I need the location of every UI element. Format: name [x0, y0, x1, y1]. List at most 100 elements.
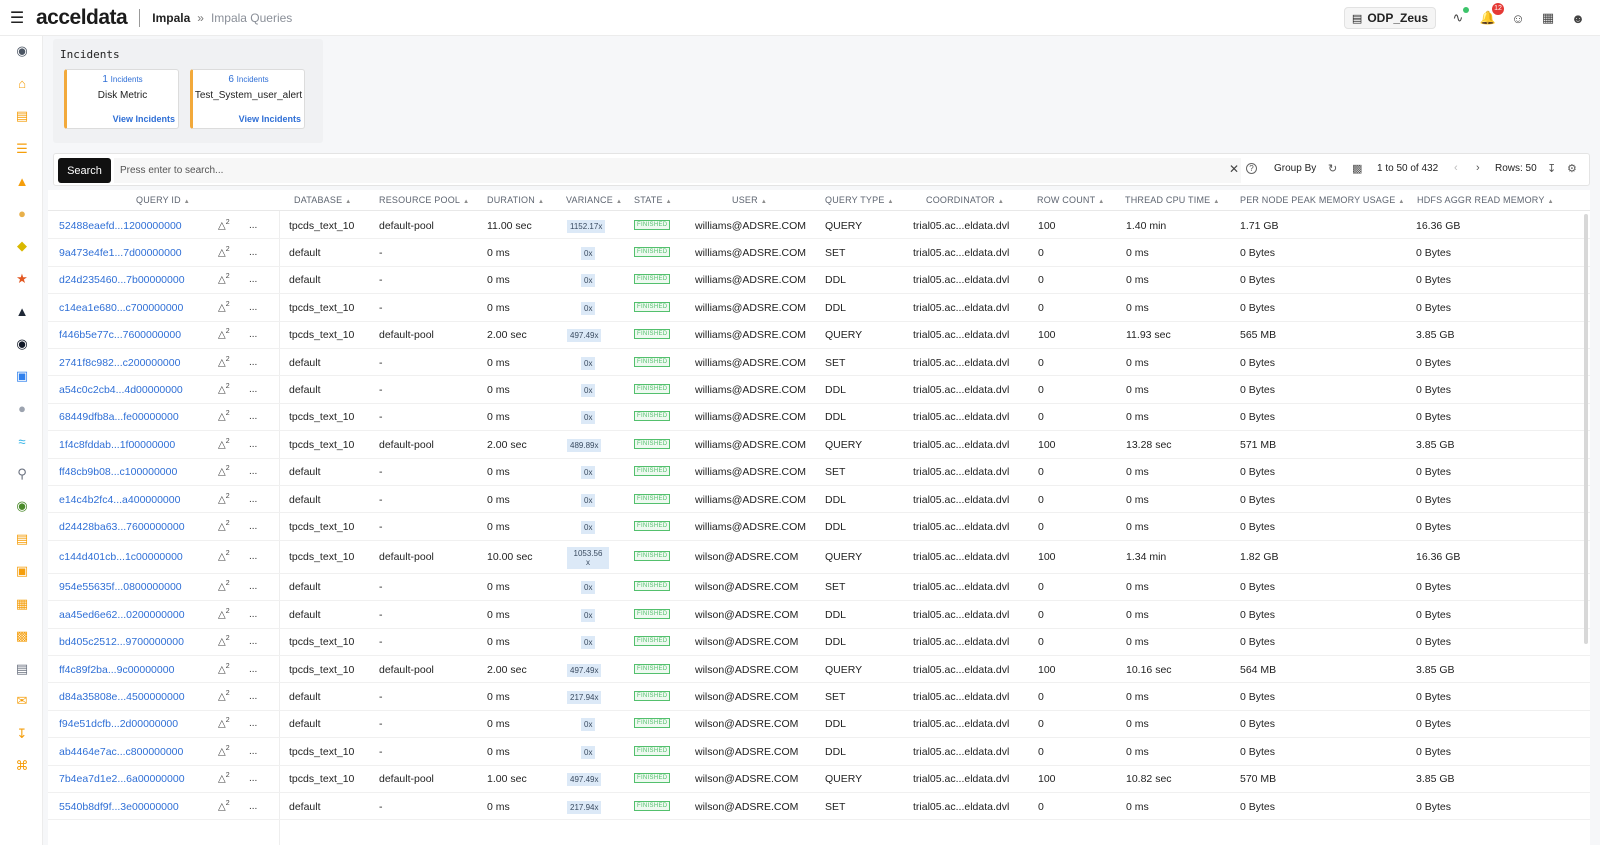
- query-id-link[interactable]: ff48cb9b08...c100000000: [59, 466, 178, 479]
- query-id-link[interactable]: 5540b8df9f...3e00000000: [59, 800, 179, 813]
- view-incidents-link[interactable]: View Incidents: [238, 114, 301, 124]
- user-icon[interactable]: ☻: [1571, 10, 1585, 26]
- sort-icon[interactable]: ▲︎: [537, 199, 545, 205]
- bee-icon[interactable]: ◆: [17, 238, 27, 253]
- column-header[interactable]: USER ▲︎: [732, 195, 767, 205]
- query-id-link[interactable]: ff4c89f2ba...9c00000000: [59, 663, 175, 676]
- column-header[interactable]: QUERY ID ▲︎: [136, 195, 190, 205]
- bell-icon[interactable]: 🔔 12: [1480, 3, 1504, 26]
- table-row[interactable]: 954e55635f...0800000000 △2... default - 0 ms…: [48, 574, 1590, 602]
- layers-icon[interactable]: ☰: [16, 140, 28, 156]
- next-page-icon[interactable]: ›: [1476, 162, 1480, 174]
- query-id-link[interactable]: 52488eaefd...1200000000: [59, 219, 182, 232]
- table-row[interactable]: f446b5e77c...7600000000 △2... tpcds_text_1…: [48, 322, 1590, 349]
- table-row[interactable]: 68449dfb8a...fe00000000 △2... tpcds_text_1…: [48, 404, 1590, 432]
- query-id-link[interactable]: d24428ba63...7600000000: [59, 521, 185, 534]
- table-row[interactable]: d24d235460...7b00000000 △2... default - 0 ms…: [48, 267, 1590, 295]
- more-options-button[interactable]: ...: [249, 356, 258, 368]
- menu-icon[interactable]: ☰: [9, 9, 25, 27]
- column-header[interactable]: HDFS AGGR READ MEMORY ▲︎: [1417, 195, 1554, 205]
- save-icon[interactable]: ▩: [1352, 163, 1363, 175]
- alert-icon[interactable]: △2: [218, 328, 230, 341]
- prev-page-icon[interactable]: ‹: [1454, 162, 1458, 174]
- settings-icon[interactable]: ⚙: [1567, 163, 1577, 175]
- hierarchy-icon[interactable]: ▲: [15, 173, 29, 189]
- zookeeper-icon[interactable]: ▣: [15, 368, 29, 383]
- query-id-link[interactable]: e14c4b2fc4...a400000000: [59, 493, 181, 506]
- sort-icon[interactable]: ▲︎: [1213, 199, 1220, 205]
- query-id-link[interactable]: a54c0c2cb4...4d00000000: [59, 384, 183, 397]
- alert-icon[interactable]: △2: [218, 465, 230, 478]
- drop-icon[interactable]: ●: [18, 401, 26, 416]
- more-options-button[interactable]: ...: [249, 718, 258, 730]
- list-icon[interactable]: ◉: [16, 43, 28, 58]
- sort-icon[interactable]: ▲︎: [1398, 199, 1405, 205]
- more-options-button[interactable]: ...: [249, 800, 258, 812]
- more-options-button[interactable]: ...: [249, 608, 258, 620]
- more-options-button[interactable]: ...: [249, 745, 258, 757]
- table-row[interactable]: a54c0c2cb4...4d00000000 △2... default - 0 ms…: [48, 376, 1590, 404]
- globe-icon[interactable]: ◉: [16, 498, 28, 513]
- home-icon[interactable]: ⌂: [18, 76, 26, 91]
- column-header[interactable]: RESOURCE POOL ▲︎: [379, 195, 469, 205]
- scrollbar[interactable]: [1584, 214, 1588, 644]
- more-options-button[interactable]: ...: [249, 438, 258, 450]
- table-row[interactable]: 9a473e4fe1...7d00000000 △2... default - 0 ms…: [48, 239, 1590, 267]
- bell-icon[interactable]: ✉: [16, 693, 28, 708]
- alert-icon[interactable]: △2: [218, 690, 230, 703]
- alert-icon[interactable]: △2: [218, 520, 230, 533]
- column-header[interactable]: THREAD CPU TIME ▲︎: [1125, 195, 1219, 205]
- incident-card[interactable]: 6 Incidents Test_System_user_alert View …: [190, 69, 305, 129]
- query-id-link[interactable]: 1f4c8fddab...1f00000000: [59, 438, 176, 451]
- database-icon[interactable]: ▣: [15, 563, 29, 578]
- sort-icon[interactable]: ▲︎: [345, 199, 352, 205]
- alert-icon[interactable]: △2: [218, 799, 230, 813]
- grid-icon[interactable]: ▦: [15, 595, 29, 611]
- cube-icon[interactable]: ▤: [15, 108, 29, 123]
- query-id-link[interactable]: 68449dfb8a...fe00000000: [59, 411, 179, 424]
- table-row[interactable]: aa45ed6e62...0200000000 △2... default - 0 ms…: [48, 601, 1590, 629]
- alert-icon[interactable]: △2: [218, 273, 230, 286]
- alert-icon[interactable]: △2: [218, 300, 230, 314]
- fork-icon[interactable]: ⚲: [17, 465, 27, 481]
- table-row[interactable]: 1f4c8fddab...1f00000000 △2... tpcds_text_1…: [48, 431, 1590, 459]
- clear-icon[interactable]: ✕: [1229, 162, 1240, 176]
- users-icon[interactable]: ☺: [1511, 10, 1525, 26]
- more-options-button[interactable]: ...: [249, 301, 258, 313]
- query-id-link[interactable]: 954e55635f...0800000000: [59, 581, 182, 594]
- more-options-button[interactable]: ...: [249, 247, 258, 259]
- query-id-link[interactable]: 7b4ea7d1e2...6a00000000: [59, 773, 185, 786]
- nodes-icon[interactable]: ◉: [16, 335, 28, 351]
- document-icon[interactable]: ▤: [15, 530, 29, 546]
- query-id-link[interactable]: f446b5e77c...7600000000: [59, 329, 182, 342]
- flow-icon[interactable]: ≈: [18, 433, 26, 449]
- column-header[interactable]: DURATION ▲︎: [487, 195, 544, 205]
- command-icon[interactable]: ⌘: [15, 758, 29, 773]
- table-row[interactable]: ab4464e7ac...c800000000 △2... tpcds_text_1…: [48, 738, 1590, 766]
- column-header[interactable]: VARIANCE ▲︎: [566, 195, 622, 205]
- alert-icon[interactable]: △2: [218, 662, 230, 676]
- download-icon[interactable]: ↧: [1547, 163, 1557, 175]
- alert-icon[interactable]: △2: [218, 383, 230, 396]
- sort-icon[interactable]: ▲︎: [887, 199, 894, 205]
- query-id-link[interactable]: d24d235460...7b00000000: [59, 274, 185, 287]
- alert-icon[interactable]: △2: [218, 607, 230, 621]
- help-icon[interactable]: ?: [1246, 163, 1257, 174]
- view-incidents-link[interactable]: View Incidents: [112, 114, 175, 124]
- alert-icon[interactable]: △2: [218, 580, 230, 593]
- building-icon[interactable]: ▦: [1541, 10, 1555, 25]
- table-row[interactable]: 7b4ea7d1e2...6a00000000 △2... tpcds_text_1…: [48, 766, 1590, 793]
- incident-card[interactable]: 1 Incidents Disk Metric View Incidents: [64, 69, 179, 129]
- alert-icon[interactable]: △2: [218, 437, 230, 451]
- query-id-link[interactable]: 9a473e4fe1...7d00000000: [59, 247, 182, 260]
- activity-icon[interactable]: ∿: [1450, 7, 1469, 26]
- table-row[interactable]: 52488eaefd...1200000000 △2... tpcds_text_1…: [48, 212, 1590, 240]
- sort-icon[interactable]: ▲︎: [997, 199, 1005, 205]
- table-row[interactable]: ff48cb9b08...c100000000 △2... default - 0 ms…: [48, 459, 1590, 486]
- more-options-button[interactable]: ...: [249, 466, 258, 478]
- query-id-link[interactable]: 2741f8c982...c200000000: [59, 356, 181, 369]
- sort-icon[interactable]: ▲︎: [760, 199, 767, 205]
- more-options-button[interactable]: ...: [249, 581, 258, 593]
- table-row[interactable]: c144d401cb...1c00000000 △2... tpcds_text_1…: [48, 541, 1590, 574]
- sort-icon[interactable]: ▲︎: [1547, 199, 1554, 205]
